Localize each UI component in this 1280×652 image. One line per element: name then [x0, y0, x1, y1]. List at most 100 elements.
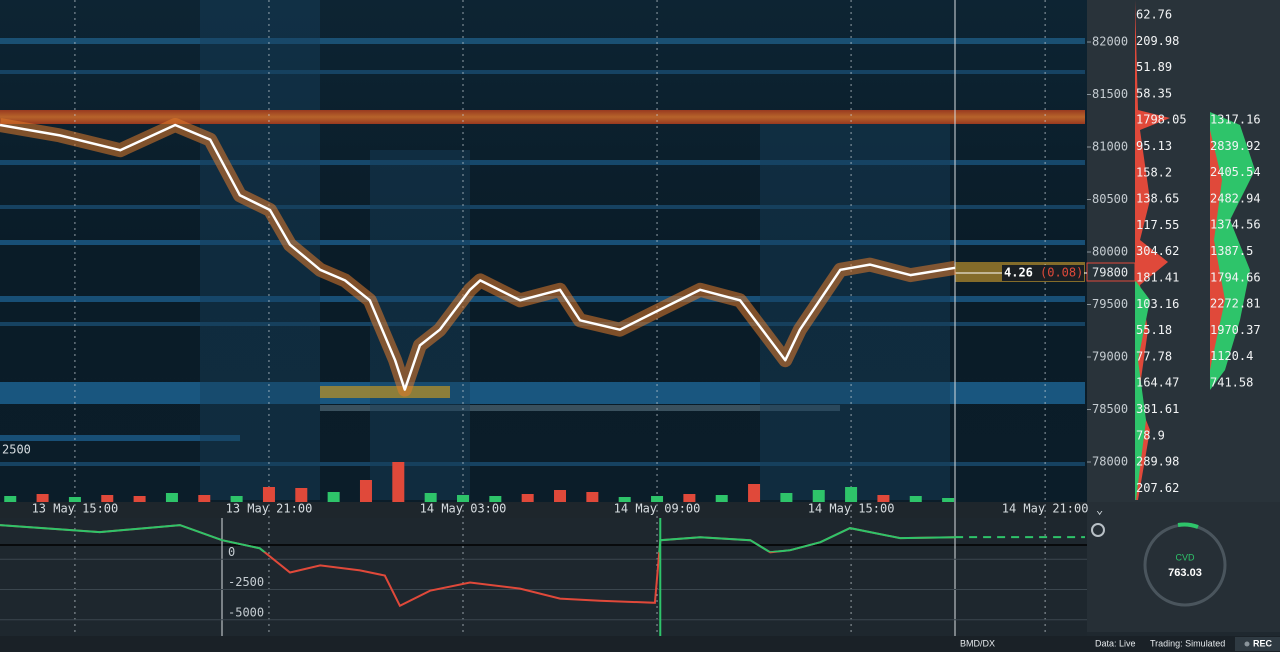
volume-bar: [198, 495, 211, 502]
book-value: 158.2: [1136, 165, 1172, 179]
cvd-tick-label: 0: [228, 545, 235, 559]
price-label: 80000: [1092, 245, 1128, 259]
book-value: 207.62: [1136, 481, 1179, 495]
volume-bar: [424, 493, 437, 502]
settings-icon[interactable]: [1091, 523, 1105, 537]
heat-band: [0, 110, 1085, 124]
heat-band: [0, 160, 1085, 165]
book-value: 103.16: [1136, 297, 1179, 311]
symbol: BMD/DX: [960, 638, 995, 648]
time-label: 13 May 21:00: [226, 502, 313, 516]
price-label: 81500: [1092, 87, 1128, 101]
volume-bar: [359, 480, 372, 502]
book-value: 1387.5: [1210, 244, 1253, 258]
profile-sell-2: [1210, 130, 1225, 370]
volume-bar: [230, 496, 243, 502]
price-label: 79500: [1092, 297, 1128, 311]
heat-shade: [760, 120, 950, 500]
volume-bar: [489, 496, 502, 502]
heat-band: [0, 70, 1085, 74]
volume-bar: [877, 495, 890, 502]
volume-bar: [554, 490, 567, 502]
time-label: 14 May 15:00: [808, 502, 895, 516]
price-label: 78000: [1092, 455, 1128, 469]
book-value: 62.76: [1136, 8, 1172, 22]
heat-band: [0, 382, 1085, 404]
book-value: 2272.81: [1210, 297, 1261, 311]
volume-bar: [845, 487, 858, 502]
cvd-line-group: [0, 524, 956, 608]
tag-change: (0.08): [1040, 266, 1083, 280]
volume-bar: [165, 493, 178, 502]
book-value: 1798.05: [1136, 113, 1187, 127]
book-value: 51.89: [1136, 60, 1172, 74]
time-label: 14 May 03:00: [420, 502, 507, 516]
rec-label[interactable]: REC: [1253, 638, 1273, 648]
volume-bar: [295, 488, 308, 502]
volume-bar: [618, 497, 631, 502]
volume-bar: [4, 496, 17, 502]
gauge-value: 763.03: [1168, 567, 1202, 579]
volume-bar: [586, 492, 599, 502]
volume-bar: [942, 498, 955, 502]
price-label: 82000: [1092, 35, 1128, 49]
collapse-icon[interactable]: ⌄: [1096, 503, 1103, 517]
book-value: 58.35: [1136, 86, 1172, 100]
profile-sell: [1135, 0, 1170, 500]
volume-bar: [780, 493, 793, 502]
price-line: [0, 123, 956, 391]
book-value: 117.55: [1136, 218, 1179, 232]
price-tag-box: [1002, 265, 1084, 281]
book-value: 209.98: [1136, 34, 1179, 48]
gauge-label: CVD: [1175, 552, 1195, 562]
book-value: 95.13: [1136, 139, 1172, 153]
trading-status: Trading: Simulated: [1150, 638, 1225, 648]
volume-bar: [133, 496, 146, 502]
current-price-box: [1086, 262, 1136, 282]
volume-bar: [68, 497, 81, 502]
profile-buy: [1135, 280, 1150, 500]
book-value: 304.62: [1136, 244, 1179, 258]
book-value: 1374.56: [1210, 218, 1261, 232]
book-value: 1317.16: [1210, 113, 1261, 127]
tag-size: 4.26: [1004, 266, 1033, 280]
book-value: 78.9: [1136, 428, 1165, 442]
price-label: 79000: [1092, 350, 1128, 364]
heatmap-background: [0, 0, 1087, 502]
book-value: 181.41: [1136, 271, 1179, 285]
volume-bar: [456, 495, 469, 502]
heatmap-level-label: 2500: [2, 443, 31, 457]
volume-bar: [715, 495, 728, 502]
current-price: 79800: [1092, 266, 1128, 280]
cvd-gauge-arc: [1177, 522, 1199, 529]
cvd-tick-label: -5000: [228, 605, 264, 619]
book-value: 164.47: [1136, 376, 1179, 390]
status-bar: [0, 636, 1280, 652]
book-value: 2405.54: [1210, 165, 1261, 179]
book-value: 55.18: [1136, 323, 1172, 337]
volume-bar: [651, 496, 664, 502]
heat-band: [0, 322, 1085, 326]
cvd-line-positive: [0, 524, 956, 553]
volume-bar: [392, 462, 405, 502]
book-value: 1970.37: [1210, 323, 1261, 337]
heat-band: [320, 386, 450, 398]
volume-bar: [327, 492, 340, 502]
heat-band: [320, 405, 840, 411]
volume-bar: [521, 494, 534, 502]
book-value: 1120.4: [1210, 349, 1253, 363]
price-label: 80500: [1092, 192, 1128, 206]
time-label: 13 May 15:00: [32, 502, 119, 516]
data-status: Data: Live: [1095, 638, 1136, 648]
cvd-panel: [0, 518, 1087, 636]
volume-bar: [748, 484, 761, 502]
book-value: 77.78: [1136, 349, 1172, 363]
rec-button[interactable]: [1235, 637, 1280, 651]
heat-band: [0, 462, 1085, 466]
heat-band: [0, 240, 1085, 245]
cvd-tick-label: -2500: [228, 575, 264, 589]
heatmap-bands: [0, 0, 1085, 500]
book-value: 138.65: [1136, 192, 1179, 206]
